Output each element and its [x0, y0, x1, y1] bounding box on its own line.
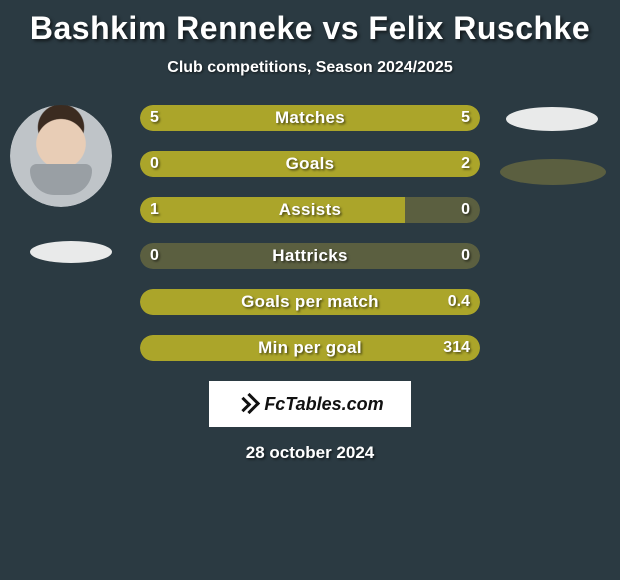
stat-value-right: 0 — [451, 197, 480, 223]
stat-value-left: 5 — [140, 105, 169, 131]
stat-row: Matches5 5 — [140, 105, 480, 131]
avatar-shadow-right-top — [506, 107, 598, 131]
logo-text: FcTables.com — [264, 394, 383, 415]
logo-icon — [236, 393, 258, 415]
stat-row: Goals per match0.4 — [140, 289, 480, 315]
stat-label: Min per goal — [140, 335, 480, 361]
stat-value-right: 0.4 — [438, 289, 480, 315]
stat-row: Assists1 0 — [140, 197, 480, 223]
stat-label: Goals — [140, 151, 480, 177]
stat-label: Assists — [140, 197, 480, 223]
stat-value-right: 314 — [433, 335, 480, 361]
stat-label: Goals per match — [140, 289, 480, 315]
stat-value-left: 1 — [140, 197, 169, 223]
chart-area: Matches55Goals02Assists10Hattricks00Goal… — [0, 105, 620, 361]
stat-value-right: 5 — [451, 105, 480, 131]
date-text: 28 october 2024 — [0, 443, 620, 463]
stat-value-left — [140, 289, 160, 315]
stat-row: Hattricks0 0 — [140, 243, 480, 269]
stat-label: Matches — [140, 105, 480, 131]
stat-value-right: 0 — [451, 243, 480, 269]
comparison-infographic: Bashkim Renneke vs Felix Ruschke Club co… — [0, 0, 620, 580]
player-left-avatar — [10, 105, 112, 207]
avatar-shadow-right-bottom — [500, 159, 606, 185]
stat-value-left: 0 — [140, 243, 169, 269]
stat-rows: Matches55Goals02Assists10Hattricks00Goal… — [140, 105, 480, 361]
page-title: Bashkim Renneke vs Felix Ruschke — [0, 8, 620, 53]
stat-label: Hattricks — [140, 243, 480, 269]
source-logo: FcTables.com — [209, 381, 411, 427]
avatar-shadow-left — [30, 241, 112, 263]
stat-value-right: 2 — [451, 151, 480, 177]
stat-value-left — [140, 335, 160, 361]
stat-row: Min per goal314 — [140, 335, 480, 361]
subtitle: Club competitions, Season 2024/2025 — [0, 59, 620, 77]
stat-value-left: 0 — [140, 151, 169, 177]
stat-row: Goals0 2 — [140, 151, 480, 177]
